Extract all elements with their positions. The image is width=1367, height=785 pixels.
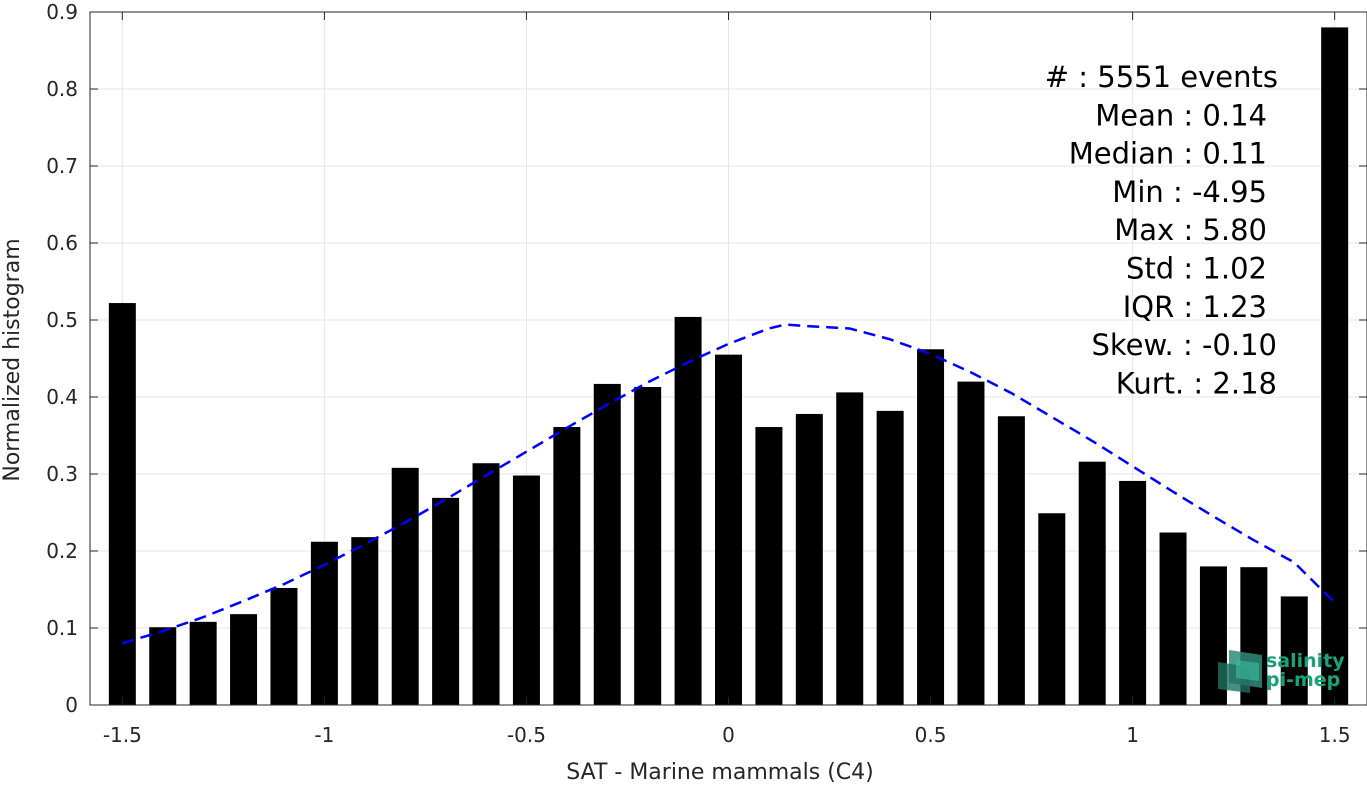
histogram-bar	[553, 427, 581, 705]
histogram-bar	[512, 475, 540, 705]
histogram-bar	[674, 316, 702, 705]
x-tick-label: -0.5	[507, 723, 546, 747]
histogram-bar	[1119, 480, 1147, 705]
salinity-pi-mep-logo: salinity pi-mep	[1218, 650, 1345, 693]
stats-line: Kurt. : 2.18	[1116, 366, 1277, 400]
stats-annotation: # : 5551 events Mean : 0.14 Median : 0.11 M…	[1045, 60, 1278, 400]
cube-logo-icon	[1218, 650, 1262, 693]
y-tick-label: 0.3	[46, 462, 78, 486]
histogram-bar	[795, 413, 823, 705]
histogram-bar	[1159, 532, 1187, 705]
histogram-bar	[836, 392, 864, 705]
y-axis-ticks: 0 0.1 0.2 0.3 0.4 0.5 0.6 0.7 0.8 0.9	[46, 0, 1367, 717]
x-axis-ticks: -1.5 -1 -0.5 0 0.5 1 1.5	[103, 12, 1351, 747]
histogram-bar	[1038, 513, 1066, 705]
histogram-bar	[957, 381, 985, 705]
histogram-bar	[755, 427, 783, 705]
y-tick-label: 0.8	[46, 77, 78, 101]
histogram-bar	[432, 497, 460, 705]
x-tick-label: -1	[314, 723, 334, 747]
histogram-bar	[1321, 27, 1349, 705]
x-tick-label: -1.5	[103, 723, 142, 747]
stats-line: Max : 5.80	[1114, 213, 1267, 247]
histogram-bar	[149, 627, 177, 705]
y-tick-label: 0	[65, 693, 78, 717]
normal-fit-curve	[121, 323, 1336, 645]
stats-line: Min : -4.95	[1112, 175, 1267, 209]
x-tick-label: 0.5	[915, 723, 947, 747]
x-tick-label: 0	[722, 723, 735, 747]
y-tick-label: 0.2	[46, 539, 78, 563]
histogram-bar	[1078, 461, 1106, 705]
histogram-bars	[108, 27, 1349, 705]
histogram-bar	[310, 541, 338, 705]
histogram-bar	[715, 354, 742, 705]
histogram-bar	[472, 463, 500, 705]
y-tick-label: 0.7	[46, 154, 78, 178]
stats-line: IQR : 1.23	[1123, 290, 1267, 324]
y-tick-label: 0.1	[46, 616, 78, 640]
histogram-bar	[634, 386, 662, 705]
histogram-bar	[876, 410, 904, 705]
histogram-bar	[997, 416, 1025, 705]
y-tick-label: 0.6	[46, 231, 78, 255]
y-axis-label: Normalized histogram	[0, 238, 25, 481]
histogram-bar	[351, 537, 379, 705]
x-tick-label: 1.5	[1319, 723, 1351, 747]
logo-text-salinity: salinity	[1266, 650, 1345, 672]
histogram-bar	[270, 587, 298, 705]
histogram-bar	[230, 614, 258, 705]
histogram-bar	[1280, 596, 1308, 705]
y-tick-label: 0.9	[46, 0, 78, 24]
logo-text-pi-mep: pi-mep	[1266, 669, 1340, 691]
histogram-bar	[391, 467, 419, 705]
histogram-bar	[917, 349, 945, 705]
stats-line: Mean : 0.14	[1095, 98, 1267, 132]
histogram-bar	[189, 621, 217, 705]
y-tick-label: 0.5	[46, 308, 78, 332]
histogram-bar	[108, 303, 136, 705]
stats-line: Median : 0.11	[1069, 137, 1267, 171]
stats-line: # : 5551 events	[1045, 60, 1278, 94]
stats-line: Skew. : -0.10	[1091, 328, 1277, 362]
y-tick-label: 0.4	[46, 385, 78, 409]
x-axis-label: SAT - Marine mammals (C4)	[566, 760, 874, 785]
histogram-bar	[593, 383, 621, 705]
stats-line: Std : 1.02	[1126, 252, 1267, 286]
x-tick-label: 1	[1126, 723, 1139, 747]
